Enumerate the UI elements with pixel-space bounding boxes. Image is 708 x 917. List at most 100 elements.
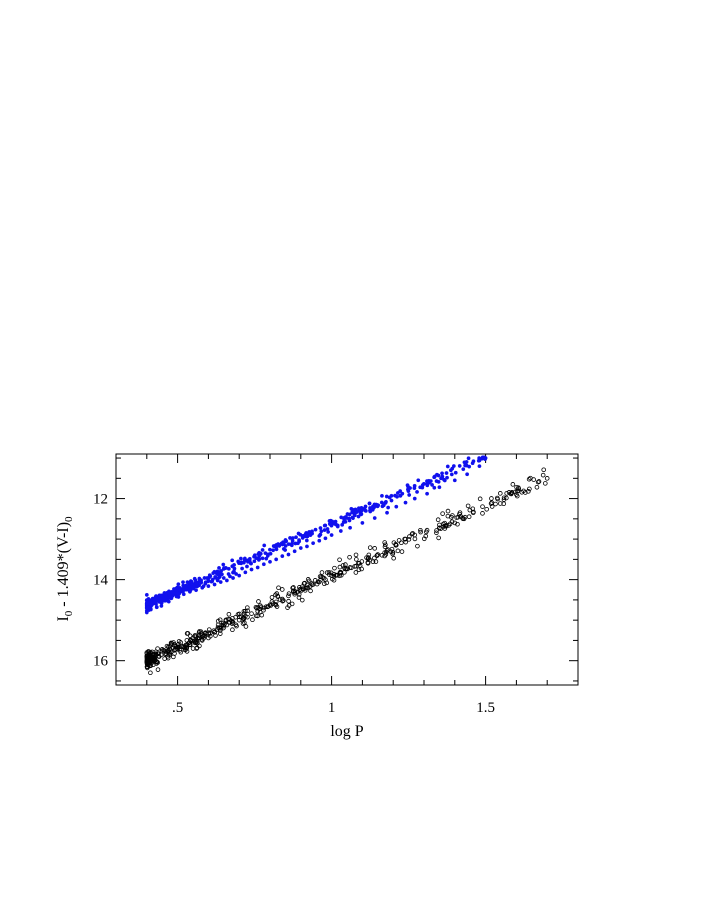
data-point	[494, 495, 500, 501]
data-point	[374, 553, 380, 558]
data-point	[434, 530, 439, 536]
data-point	[348, 525, 352, 530]
data-point	[292, 588, 298, 594]
data-point	[447, 521, 453, 527]
data-point	[285, 605, 290, 610]
data-point	[347, 554, 352, 560]
data-point	[462, 460, 467, 465]
data-point	[195, 583, 200, 588]
data-point	[489, 496, 494, 501]
data-point	[301, 581, 307, 586]
data-point	[405, 483, 410, 488]
y-label-sub-b: 0	[63, 516, 75, 522]
data-point	[535, 479, 541, 485]
y-axis-label: I0 - 1.409*(V-I)0	[55, 516, 75, 622]
data-point	[416, 478, 421, 483]
data-point	[166, 650, 172, 656]
data-point	[434, 479, 439, 483]
data-point	[466, 456, 471, 461]
data-point	[261, 562, 266, 567]
data-point	[274, 557, 279, 562]
data-point	[293, 541, 298, 546]
data-point	[208, 633, 213, 639]
data-point	[294, 535, 298, 540]
data-point	[171, 648, 177, 653]
data-point	[245, 558, 250, 563]
data-point	[331, 571, 337, 577]
data-point	[418, 529, 423, 535]
data-point	[232, 569, 236, 574]
data-point	[197, 635, 202, 641]
plot-frame	[115, 453, 579, 686]
data-point	[356, 514, 361, 519]
data-point	[221, 576, 226, 580]
data-point	[324, 580, 330, 586]
data-point	[274, 604, 280, 609]
data-point	[165, 590, 169, 595]
data-point	[324, 570, 330, 575]
data-point	[202, 631, 208, 637]
data-point	[155, 651, 161, 657]
data-point	[367, 545, 373, 550]
data-point	[255, 613, 260, 619]
data-point	[357, 507, 362, 512]
data-point	[514, 493, 520, 499]
data-point	[262, 543, 267, 548]
data-point	[297, 538, 301, 542]
data-point	[399, 540, 404, 546]
data-point	[493, 501, 498, 507]
data-point	[329, 523, 334, 528]
data-point	[177, 591, 181, 596]
data-point	[480, 511, 485, 516]
data-point	[353, 563, 359, 569]
data-point	[253, 604, 259, 610]
data-point	[258, 604, 264, 610]
data-point	[269, 595, 275, 600]
data-point	[330, 519, 335, 524]
data-point	[312, 578, 318, 583]
data-point	[297, 585, 302, 590]
data-point	[286, 542, 291, 547]
data-point	[528, 475, 533, 481]
data-point	[423, 529, 429, 535]
data-point	[445, 508, 451, 514]
data-point	[203, 580, 208, 585]
data-point	[207, 630, 213, 636]
data-point	[344, 516, 349, 520]
data-point	[477, 464, 482, 469]
data-point	[509, 490, 514, 496]
x-tick-label: .5	[172, 700, 183, 716]
data-point	[329, 533, 334, 537]
data-point	[379, 500, 384, 505]
data-point	[245, 608, 250, 614]
data-point	[155, 646, 160, 651]
data-point	[237, 573, 242, 578]
data-point	[501, 495, 507, 501]
data-point	[243, 624, 249, 629]
y-tick-label: 16	[93, 654, 109, 670]
data-point	[206, 584, 211, 589]
data-point	[152, 655, 158, 661]
data-point	[395, 494, 399, 499]
data-point	[318, 526, 323, 530]
data-point	[360, 520, 365, 525]
data-point	[367, 501, 372, 506]
y-label-part-b: - 1.409*(V-I)	[55, 522, 72, 611]
data-point	[283, 544, 288, 548]
data-point	[428, 479, 433, 483]
data-point	[467, 464, 472, 469]
data-point	[219, 569, 224, 573]
data-point	[540, 472, 546, 478]
data-point	[339, 515, 344, 520]
data-point	[146, 649, 152, 655]
data-point	[455, 521, 460, 527]
data-point	[432, 485, 437, 490]
data-point	[372, 555, 377, 561]
data-point	[226, 566, 231, 571]
data-point	[308, 588, 313, 594]
data-point	[399, 549, 405, 554]
data-point	[167, 652, 173, 658]
data-point	[343, 562, 348, 567]
data-point	[454, 515, 459, 520]
data-point	[154, 605, 159, 610]
